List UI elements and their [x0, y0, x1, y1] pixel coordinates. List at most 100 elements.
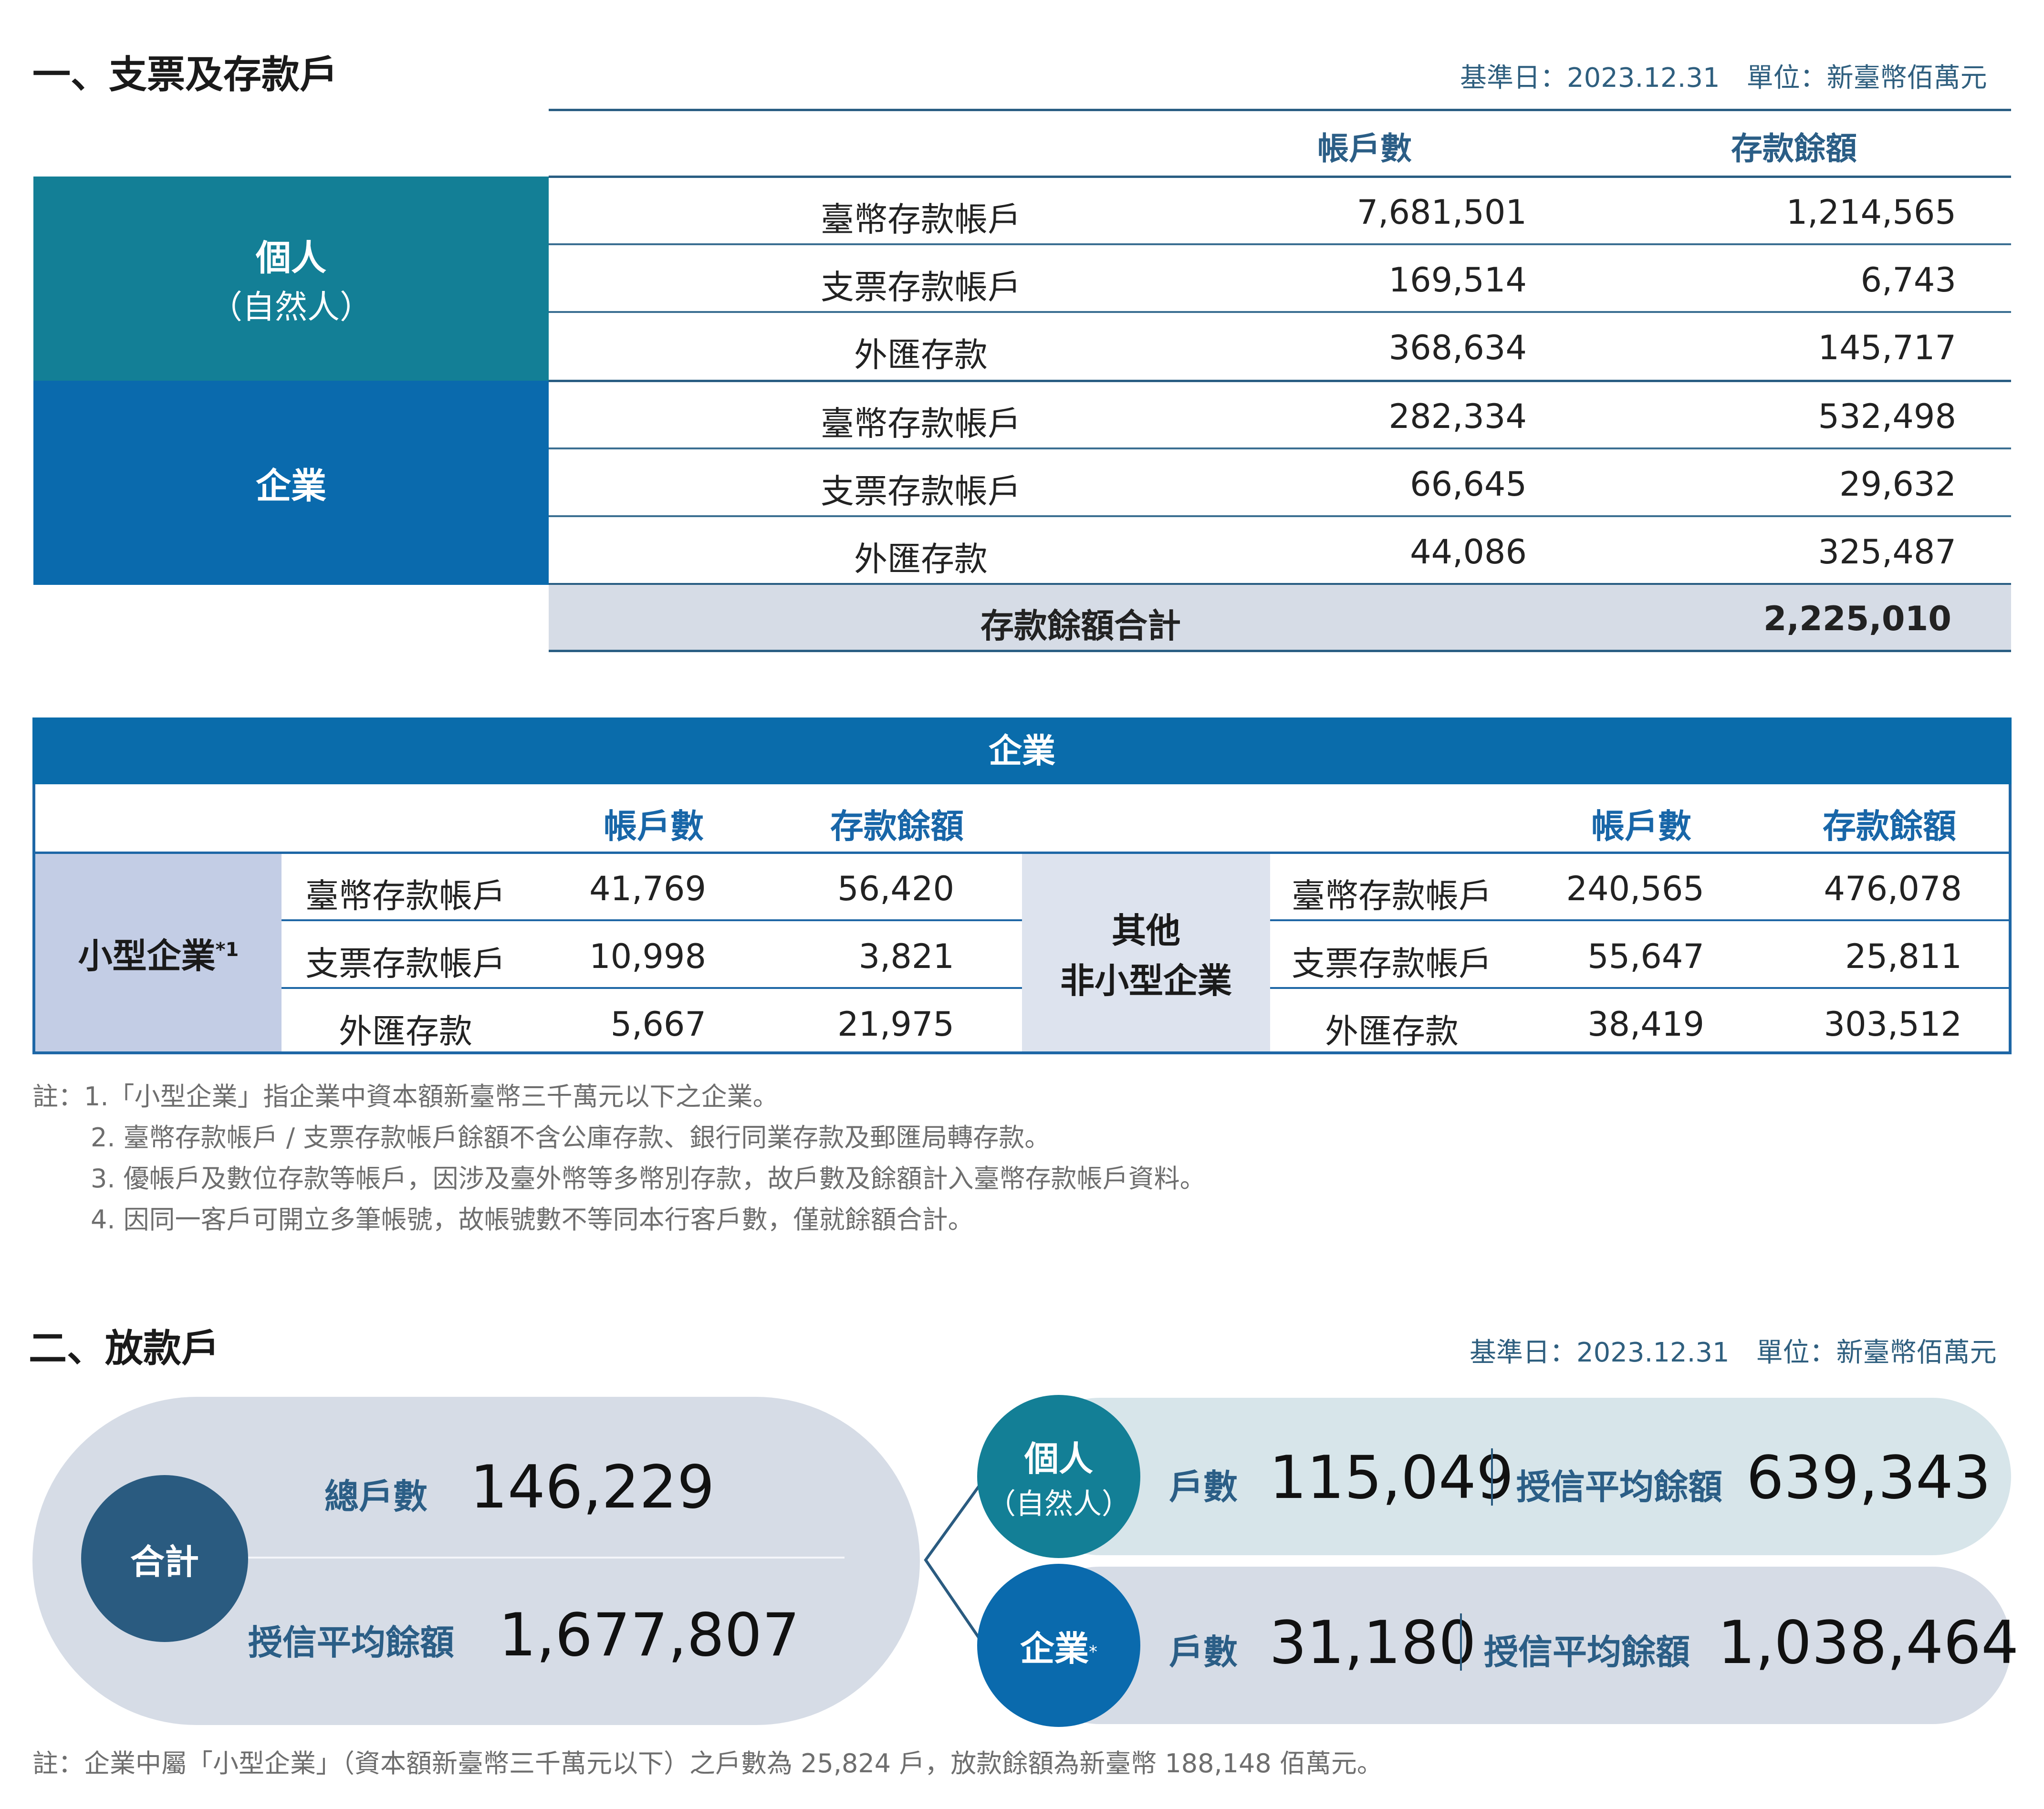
- row-rule: [549, 447, 2011, 449]
- group-individual-label: 個人: [256, 238, 326, 279]
- row-rule: [549, 243, 2011, 245]
- group-other-business: 其他 非小型企業: [1022, 854, 1270, 1051]
- corporate-balance-value: 1,038,464: [1718, 1609, 2019, 1677]
- row-type: 臺幣存款帳戶: [821, 200, 1021, 239]
- col-header-accounts-other: 帳戶數: [1591, 807, 1691, 846]
- corporate-table-rule: [35, 852, 2009, 854]
- row-balance: 56,420: [837, 869, 954, 908]
- individual-count-value: 115,049: [1269, 1444, 1514, 1512]
- corporate-table-header: 企業: [32, 717, 2012, 784]
- row-rule: [549, 583, 2011, 585]
- row-balance: 476,078: [1824, 869, 1962, 908]
- total-badge: 合計: [81, 1475, 248, 1642]
- corporate-pill: [1021, 1567, 2011, 1724]
- row-accounts: 5,667: [610, 1005, 706, 1044]
- row-type: 外匯存款: [1325, 1012, 1459, 1051]
- group-individual-sublabel: （自然人）: [209, 289, 372, 326]
- corporate-count-label: 戶數: [1169, 1632, 1238, 1672]
- row-balance: 532,498: [1818, 397, 1956, 436]
- corporate-table-rule: [1270, 919, 2009, 921]
- total-badge-label: 合計: [130, 1541, 199, 1582]
- col-header-balance: 存款餘額: [1731, 130, 1857, 167]
- section1-title: 一、支票及存款戶: [32, 52, 338, 97]
- individual-pill: [1021, 1398, 2011, 1555]
- row-balance: 21,975: [837, 1005, 954, 1044]
- individual-badge: 個人 （自然人）: [977, 1395, 1140, 1558]
- row-type: 支票存款帳戶: [1292, 944, 1492, 983]
- row-accounts: 38,419: [1587, 1005, 1704, 1044]
- section1-meta: 基準日：2023.12.31 單位：新臺幣佰萬元: [1460, 62, 1987, 94]
- row-accounts: 55,647: [1587, 937, 1704, 976]
- row-accounts: 66,645: [1410, 465, 1527, 504]
- total-label: 存款餘額合計: [980, 606, 1181, 645]
- row-type: 外匯存款: [854, 335, 988, 374]
- group-corporate: 企業: [33, 381, 549, 585]
- row-balance: 1,214,565: [1786, 193, 1956, 232]
- row-type: 臺幣存款帳戶: [821, 404, 1021, 443]
- corporate-balance-label: 授信平均餘額: [1484, 1632, 1690, 1672]
- corporate-badge-text: 企業: [1020, 1628, 1089, 1669]
- row-type: 臺幣存款帳戶: [305, 876, 506, 915]
- row-rule: [549, 176, 2011, 178]
- row-rule: [549, 380, 2011, 382]
- row-accounts: 282,334: [1388, 397, 1527, 436]
- corporate-table-rule: [282, 987, 1022, 989]
- individual-balance-label: 授信平均餘額: [1516, 1467, 1723, 1507]
- section2-title: 二、放款戶: [29, 1326, 219, 1371]
- col-header-accounts: 帳戶數: [1317, 130, 1412, 167]
- row-type: 外匯存款: [339, 1012, 472, 1051]
- individual-balance-value: 639,343: [1746, 1444, 1991, 1512]
- row-balance: 29,632: [1839, 465, 1956, 504]
- corporate-divider: [1460, 1613, 1462, 1671]
- individual-badge-label: 個人: [1024, 1439, 1093, 1479]
- group-small-business-label: 小型企業*1: [78, 928, 239, 978]
- row-rule: [549, 311, 2011, 313]
- footnote-4: 4. 因同一客戶可開立多筆帳號，故帳號數不等同本行客戶數，僅就餘額合計。: [91, 1205, 974, 1235]
- corporate-count-value: 31,180: [1269, 1609, 1476, 1677]
- row-type: 外匯存款: [854, 540, 988, 579]
- total-value: 2,225,010: [1763, 599, 1951, 638]
- footnote-marker: *: [1089, 1642, 1097, 1662]
- section2-footnote: 註：企業中屬「小型企業」（資本額新臺幣三千萬元以下）之戶數為 25,824 戶，…: [32, 1748, 1383, 1778]
- col-header-balance-small: 存款餘額: [830, 807, 964, 846]
- total-balance-value: 1,677,807: [499, 1601, 800, 1670]
- header-top-rule: [549, 109, 2011, 111]
- group-corporate-label: 企業: [256, 465, 326, 507]
- individual-count-label: 戶數: [1169, 1467, 1238, 1507]
- row-accounts: 44,086: [1410, 532, 1527, 572]
- total-count-label: 總戶數: [324, 1476, 428, 1517]
- footnote-1: 註：1.「小型企業」指企業中資本額新臺幣三千萬元以下之企業。: [32, 1081, 779, 1112]
- corporate-badge: 企業*: [977, 1564, 1140, 1727]
- total-balance-label: 授信平均餘額: [248, 1622, 455, 1663]
- row-balance: 6,743: [1860, 260, 1956, 300]
- col-header-balance-other: 存款餘額: [1823, 807, 1956, 846]
- row-accounts: 240,565: [1566, 869, 1704, 908]
- row-type: 臺幣存款帳戶: [1292, 876, 1492, 915]
- individual-badge-sublabel: （自然人）: [987, 1487, 1130, 1521]
- other-business-line1: 其他: [1111, 911, 1180, 951]
- group-individual: 個人 （自然人）: [33, 177, 549, 381]
- footnote-marker: *1: [215, 938, 239, 961]
- col-header-accounts-small: 帳戶數: [604, 807, 704, 846]
- row-balance: 3,821: [858, 937, 954, 976]
- row-balance: 145,717: [1818, 328, 1956, 367]
- row-accounts: 41,769: [589, 869, 706, 908]
- total-bottom-rule: [549, 650, 2011, 652]
- corporate-table-rule: [282, 919, 1022, 921]
- corporate-badge-label: 企業*: [1020, 1621, 1097, 1671]
- total-count-value: 146,229: [470, 1453, 715, 1522]
- row-type: 支票存款帳戶: [821, 472, 1021, 511]
- row-accounts: 368,634: [1388, 328, 1527, 367]
- corporate-table-rule: [1270, 987, 2009, 989]
- other-business-line2: 非小型企業: [1060, 961, 1232, 1001]
- row-accounts: 169,514: [1388, 260, 1527, 300]
- group-small-business: 小型企業*1: [35, 854, 282, 1051]
- row-type: 支票存款帳戶: [821, 268, 1021, 307]
- branch-connector: [924, 1473, 989, 1652]
- footnote-3: 3. 優帳戶及數位存款等帳戶，因涉及臺外幣等多幣別存款，故戶數及餘額計入臺幣存款…: [91, 1164, 1206, 1194]
- individual-divider: [1491, 1448, 1493, 1506]
- row-balance: 303,512: [1824, 1005, 1962, 1044]
- row-accounts: 10,998: [589, 937, 706, 976]
- total-row: 存款餘額合計 2,225,010: [549, 585, 2011, 650]
- row-balance: 25,811: [1845, 937, 1962, 976]
